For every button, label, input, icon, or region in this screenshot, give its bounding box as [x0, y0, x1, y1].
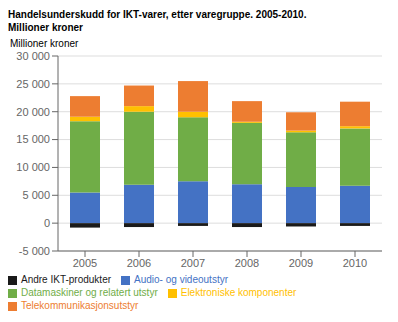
svg-text:-5 000: -5 000	[19, 245, 50, 257]
html-text:Datamaskiner og relatert utsty: Datamaskiner og relatert utstyr	[21, 287, 158, 298]
svg-text:30 000: 30 000	[16, 50, 50, 62]
svg-text:2006: 2006	[127, 257, 151, 269]
svg-text:2009: 2009	[289, 257, 313, 269]
html-text:Audio- og videoutstyr: Audio- og videoutstyr	[134, 274, 228, 285]
html-text:Elektroniske komponenter: Elektroniske komponenter	[180, 287, 297, 298]
svg-text:0: 0	[44, 217, 50, 229]
svg-text:2010: 2010	[343, 257, 367, 269]
html-text:Andre IKT-produkter: Andre IKT-produkter	[21, 274, 111, 285]
svg-text:2005: 2005	[73, 257, 97, 269]
svg-text:2007: 2007	[181, 257, 205, 269]
html-text:Millioner kroner: Millioner kroner	[10, 38, 79, 49]
html-text:Millioner kroner: Millioner kroner	[8, 22, 83, 33]
html-text:Telekommunikasjonsutstyr: Telekommunikasjonsutstyr	[21, 300, 139, 311]
html-text:Handelsunderskudd for IKT-vare: Handelsunderskudd for IKT-varer, etter v…	[8, 9, 307, 20]
svg-text:25 000: 25 000	[16, 78, 50, 90]
svg-text:2008: 2008	[235, 257, 259, 269]
svg-text:15 000: 15 000	[16, 133, 50, 145]
svg-text:20 000: 20 000	[16, 106, 50, 118]
svg-text:10 000: 10 000	[16, 161, 50, 173]
svg-text:5 000: 5 000	[22, 189, 50, 201]
